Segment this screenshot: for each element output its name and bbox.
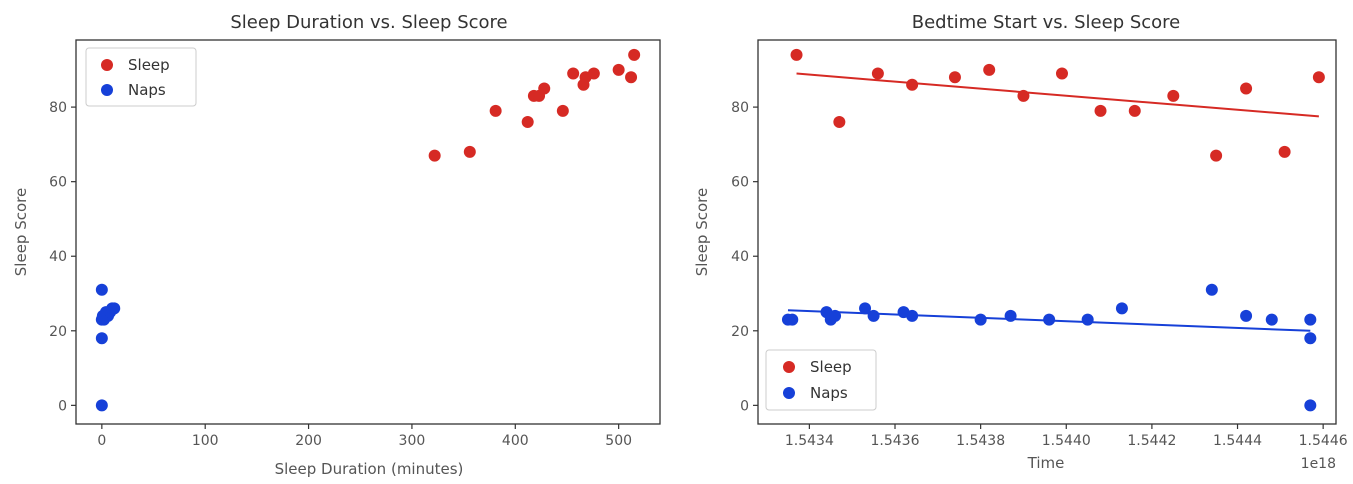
y-tick-label: 20 — [731, 324, 749, 340]
data-point-sleep — [1210, 149, 1223, 162]
data-point-naps — [1304, 313, 1317, 326]
data-point-sleep — [567, 67, 580, 80]
data-point-naps — [1205, 283, 1218, 296]
data-point-sleep — [1278, 145, 1291, 158]
data-point-sleep — [833, 116, 846, 129]
x-tick-label: 100 — [192, 433, 219, 449]
chart-title: Bedtime Start vs. Sleep Score — [912, 12, 1181, 33]
x-axis-label: Time — [1027, 454, 1065, 472]
legend-label-naps: Naps — [810, 384, 848, 402]
legend-marker-naps — [101, 84, 113, 96]
x-tick-label: 0 — [97, 433, 106, 449]
data-point-naps — [1304, 332, 1317, 345]
data-point-naps — [95, 399, 108, 412]
legend: Sleep Naps — [85, 47, 197, 107]
bedtime-start-chart: Bedtime Start vs. Sleep Score 1.5434 1.54… — [693, 12, 1348, 472]
data-point-naps — [1304, 399, 1317, 412]
x-tick-label: 1.5438 — [956, 433, 1005, 449]
data-point-naps — [1240, 309, 1253, 322]
data-point-sleep — [1167, 89, 1180, 102]
data-point-sleep — [628, 48, 641, 61]
data-point-sleep — [906, 78, 919, 91]
data-point-sleep — [587, 67, 600, 80]
y-tick-label: 60 — [49, 175, 67, 191]
x-axis-label: Sleep Duration (minutes) — [275, 460, 464, 478]
legend-box — [85, 47, 197, 107]
data-point-naps — [829, 309, 842, 322]
data-point-sleep — [1312, 71, 1325, 84]
x-tick-label: 1.5440 — [1042, 433, 1091, 449]
y-tick-label: 60 — [731, 175, 749, 191]
data-point-sleep — [612, 63, 625, 76]
data-point-sleep — [463, 145, 476, 158]
y-tick-label: 0 — [58, 398, 67, 414]
legend-label-naps: Naps — [128, 81, 166, 99]
chart-title: Sleep Duration vs. Sleep Score — [230, 12, 507, 33]
data-point-naps — [108, 302, 121, 315]
data-point-sleep — [489, 104, 502, 117]
x-tick-label: 1.5442 — [1127, 433, 1176, 449]
x-tick-label: 1.5434 — [785, 433, 834, 449]
data-point-sleep — [1240, 82, 1253, 95]
data-point-sleep — [871, 67, 884, 80]
data-point-sleep — [538, 82, 551, 95]
legend-marker-sleep — [783, 361, 795, 373]
y-tick-label: 80 — [49, 100, 67, 116]
plot-frame — [75, 39, 661, 425]
data-point-sleep — [428, 149, 441, 162]
data-point-naps — [867, 309, 880, 322]
trend-line — [796, 72, 1319, 118]
x-tick-label: 200 — [295, 433, 322, 449]
data-point-naps — [95, 332, 108, 345]
data-point-naps — [1043, 313, 1056, 326]
x-tick-label: 1.5446 — [1299, 433, 1348, 449]
data-point-naps — [786, 313, 799, 326]
x-tick-label: 400 — [502, 433, 529, 449]
y-tick-label: 40 — [731, 249, 749, 265]
x-tick-label: 1.5436 — [871, 433, 920, 449]
data-point-sleep — [983, 63, 996, 76]
y-tick-label: 40 — [49, 249, 67, 265]
data-point-naps — [1081, 313, 1094, 326]
y-tick-label: 80 — [731, 100, 749, 116]
legend-label-sleep: Sleep — [810, 358, 852, 376]
data-point-sleep — [790, 48, 803, 61]
data-point-naps — [859, 302, 872, 315]
data-point-naps — [974, 313, 987, 326]
data-point-sleep — [625, 71, 638, 84]
x-tick-label: 1.5444 — [1213, 433, 1262, 449]
sleep-duration-chart: Sleep Duration vs. Sleep Score 0 100 200 30… — [12, 12, 661, 478]
data-point-sleep — [1094, 104, 1107, 117]
data-point-naps — [906, 309, 919, 322]
data-point-sleep — [556, 104, 569, 117]
legend-marker-naps — [783, 387, 795, 399]
data-point-naps — [1115, 302, 1128, 315]
y-axis-label: Sleep Score — [693, 188, 711, 276]
data-point-sleep — [1055, 67, 1068, 80]
data-point-sleep — [521, 116, 534, 129]
x-tick-label: 300 — [399, 433, 426, 449]
data-point-naps — [1265, 313, 1278, 326]
legend-marker-sleep — [101, 59, 113, 71]
legend-label-sleep: Sleep — [128, 56, 170, 74]
x-tick-label: 500 — [605, 433, 632, 449]
y-tick-label: 20 — [49, 324, 67, 340]
legend: Sleep Naps — [765, 349, 877, 411]
y-tick-label: 0 — [740, 398, 749, 414]
data-point-naps — [1004, 309, 1017, 322]
data-point-sleep — [1017, 89, 1030, 102]
data-point-sleep — [948, 71, 961, 84]
data-point-naps — [95, 283, 108, 296]
plot-frame — [757, 39, 1337, 425]
x-offset-label: 1e18 — [1301, 456, 1336, 472]
y-axis-label: Sleep Score — [12, 188, 30, 276]
data-point-sleep — [1128, 104, 1141, 117]
